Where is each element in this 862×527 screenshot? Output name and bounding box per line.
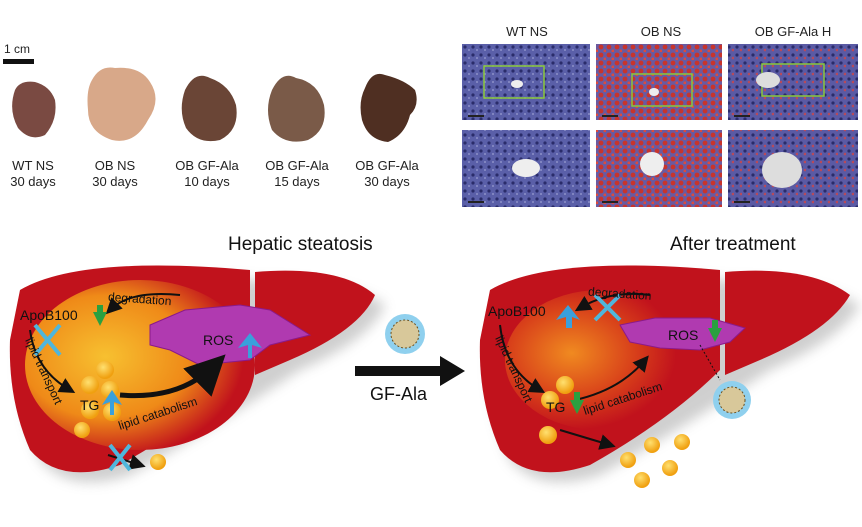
down-arrow-icon [93,305,107,326]
liver-label-1: WT NS 30 days [0,158,78,190]
histology-title-ob: OB NS [640,24,682,39]
liver-label-time: 30 days [10,174,56,189]
liver-label-group: WT NS [12,158,54,173]
liver-label-2: OB NS 30 days [70,158,160,190]
block-icon [33,323,132,472]
histology-ob-low [596,44,722,120]
liver-photo-ob-gf-30 [360,73,417,142]
nanoparticle-icon [385,314,425,354]
histology-wt-low [462,44,590,120]
liver-label-time: 30 days [364,174,410,189]
left-title: Hepatic steatosis [228,234,373,255]
mechanism-diagram: ApoB100 degradation ROS TG lipid transpo… [9,265,860,488]
liver-label-time: 15 days [274,174,320,189]
liver-photo-ob-gf-15 [268,75,325,142]
liver-label-time: 10 days [184,174,230,189]
liver-label-4: OB GF-Ala 15 days [252,158,342,190]
liver-photo-ob-ns [87,67,156,141]
liver-label-group: OB GF-Ala [175,158,239,173]
block-icon [593,293,622,322]
right-title: After treatment [670,234,796,255]
apob-label: ApoB100 [20,307,78,323]
lipid-droplets [539,376,690,488]
liver-label-5: OB GF-Ala 30 days [342,158,432,190]
liver-label-group: OB NS [94,158,136,173]
lipid-droplets [74,361,166,470]
ros-label: ROS [203,332,233,348]
up-arrow-icon [556,305,580,328]
liver-photo-ob-gf-10 [181,75,237,142]
treatment-label: GF-Ala [370,384,428,404]
liver-label-time: 30 days [92,174,138,189]
nanoparticle-icon [713,381,751,419]
tg-label: TG [546,399,565,415]
liver-label-group: OB GF-Ala [355,158,419,173]
treatment-arrow [355,356,465,386]
left-liver: ApoB100 degradation ROS TG lipid transpo… [9,265,385,483]
histology-obgf-low [728,44,858,120]
degradation-label: degradation [588,284,652,302]
apob-label: ApoB100 [488,303,546,319]
degradation-label: degradation [108,290,172,308]
zoom-box [631,73,693,107]
scale-bar-label: 1 cm [4,42,31,56]
down-arrow-icon [570,392,584,414]
liver-label-3: OB GF-Ala 10 days [162,158,252,190]
up-arrow-icon [102,390,122,415]
ros-label: ROS [668,327,698,343]
liver-photos [12,67,417,142]
right-liver: ApoB100 degradation ROS TG lipid transpo… [479,265,860,488]
histology-title-ob-gf: OB GF-Ala H [754,24,832,39]
scale-bar [3,59,34,64]
liver-label-group: OB GF-Ala [265,158,329,173]
down-arrow-icon [708,320,722,342]
liver-photo-wt-ns [12,81,56,138]
histology-panels [462,44,858,207]
histology-title-wt: WT NS [506,24,548,39]
zoom-box [483,65,545,99]
tg-label: TG [80,397,99,413]
up-arrow-icon [238,333,262,358]
